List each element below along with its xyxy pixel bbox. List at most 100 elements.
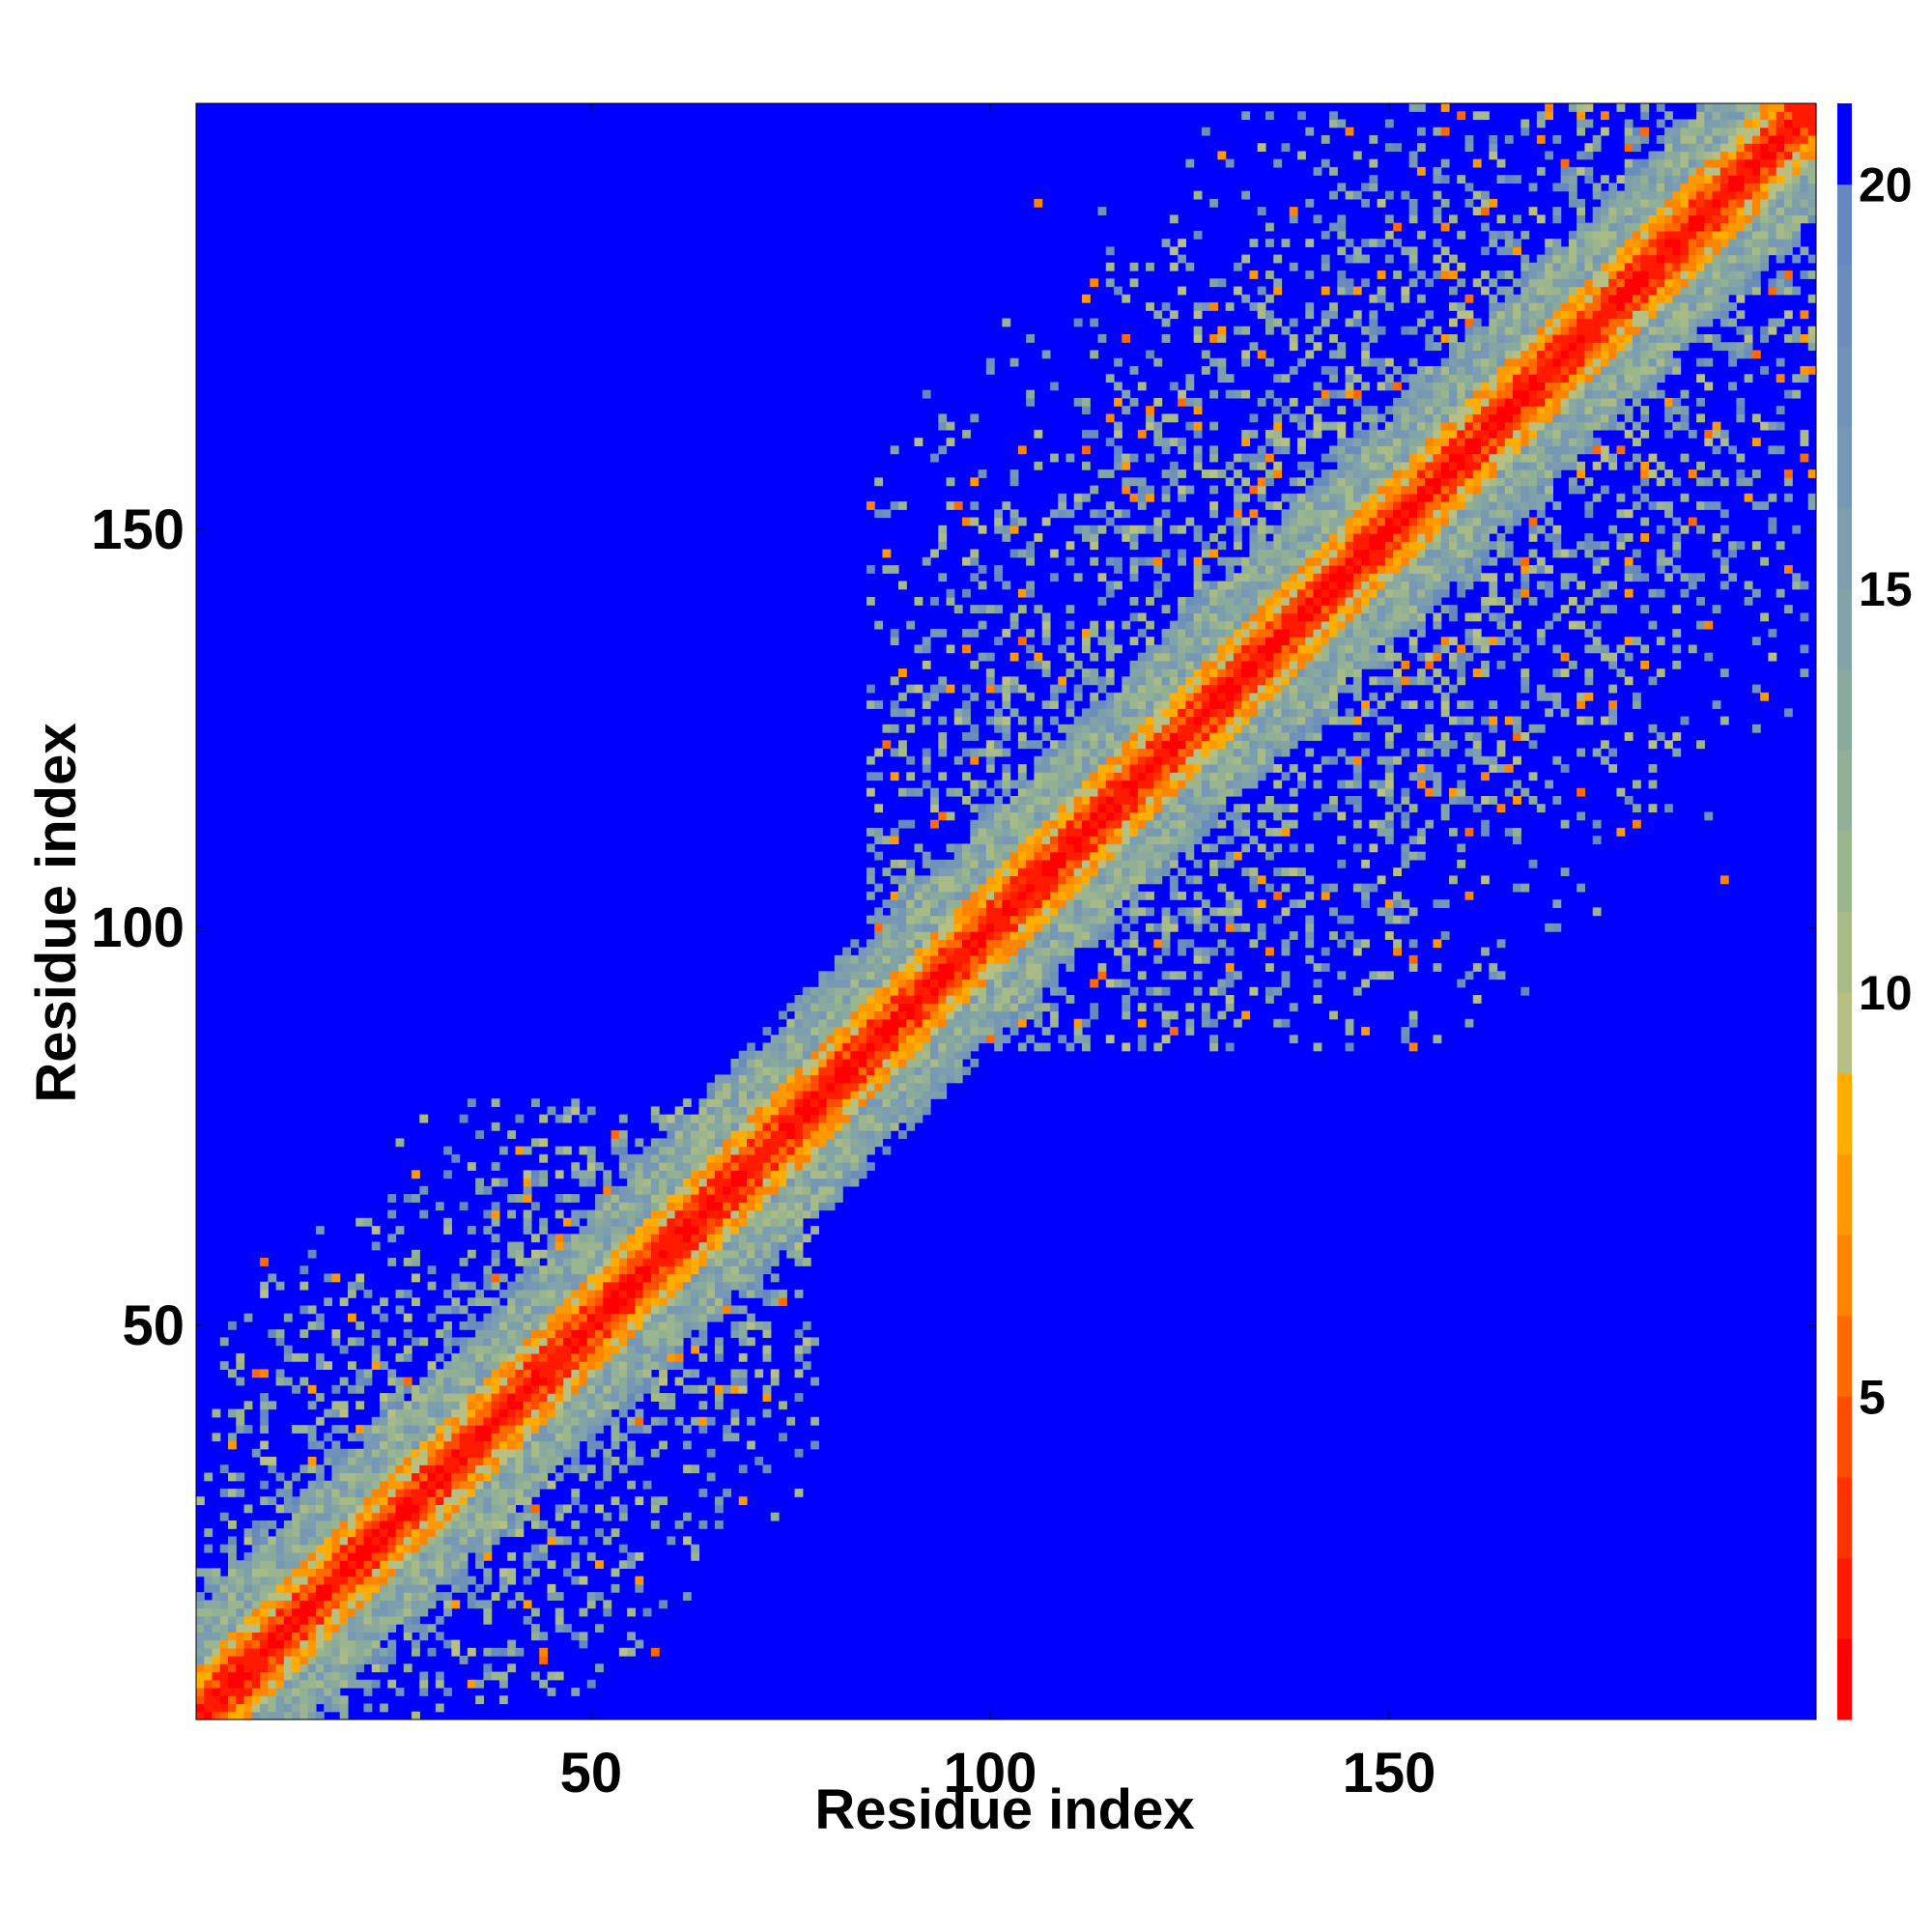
heatmap-cell xyxy=(603,1369,612,1378)
heatmap-cell xyxy=(897,1082,907,1092)
heatmap-cell xyxy=(738,1337,748,1347)
heatmap-cell xyxy=(1105,668,1115,677)
heatmap-cell xyxy=(985,357,995,367)
heatmap-cell xyxy=(1026,827,1036,837)
heatmap-cell xyxy=(459,1321,469,1330)
heatmap-cell xyxy=(268,1647,277,1657)
heatmap-cell xyxy=(1081,859,1091,868)
heatmap-cell xyxy=(579,1401,588,1410)
heatmap-cell xyxy=(723,1202,732,1211)
heatmap-cell xyxy=(962,628,971,638)
heatmap-cell xyxy=(467,1313,476,1322)
heatmap-cell xyxy=(627,1313,636,1322)
heatmap-cell xyxy=(922,780,931,789)
heatmap-cell xyxy=(331,1440,341,1450)
heatmap-cell xyxy=(530,1345,540,1354)
heatmap-cell xyxy=(802,1122,811,1131)
heatmap-cell xyxy=(897,668,907,677)
heatmap-cell xyxy=(714,1170,724,1179)
heatmap-cell xyxy=(331,1695,341,1705)
heatmap-cell xyxy=(698,1178,708,1187)
heatmap-cell xyxy=(331,1273,341,1283)
heatmap-cell xyxy=(970,954,980,964)
heatmap-cell xyxy=(874,1082,884,1092)
heatmap-cell xyxy=(380,1297,388,1307)
heatmap-cell xyxy=(667,1305,676,1315)
heatmap-cell xyxy=(275,1281,285,1291)
heatmap-cell xyxy=(483,1489,493,1497)
heatmap-cell xyxy=(1090,915,1099,924)
heatmap-cell xyxy=(930,628,939,638)
heatmap-cell xyxy=(1178,907,1186,917)
heatmap-cell xyxy=(691,1114,700,1123)
heatmap-cell xyxy=(723,1273,732,1283)
heatmap-cell xyxy=(419,1457,429,1465)
heatmap-cell xyxy=(858,1098,867,1108)
heatmap-cell xyxy=(1090,628,1099,638)
heatmap-cell xyxy=(627,1377,636,1386)
heatmap-cell xyxy=(706,1122,716,1131)
heatmap-cell xyxy=(858,1153,867,1163)
heatmap-cell xyxy=(970,915,980,924)
heatmap-cell xyxy=(554,1305,564,1315)
heatmap-cell xyxy=(443,1401,452,1410)
heatmap-cell xyxy=(1081,724,1091,733)
heatmap-cell xyxy=(435,1528,444,1538)
heatmap-cell xyxy=(650,1234,660,1243)
heatmap-cell xyxy=(1193,947,1203,956)
heatmap-cell xyxy=(1002,748,1011,757)
heatmap-cell xyxy=(579,1273,588,1283)
heatmap-cell xyxy=(794,1217,804,1227)
heatmap-cell xyxy=(1090,851,1099,861)
heatmap-cell xyxy=(260,1536,269,1546)
heatmap-cell xyxy=(483,1369,493,1378)
heatmap-cell xyxy=(1009,684,1019,694)
heatmap-cell xyxy=(523,1576,532,1585)
heatmap-cell xyxy=(818,1138,828,1148)
heatmap-cell xyxy=(1026,796,1036,805)
heatmap-cell xyxy=(794,1010,804,1020)
heatmap-cell xyxy=(1058,804,1067,813)
heatmap-cell xyxy=(667,1329,676,1339)
heatmap-cell xyxy=(347,1464,356,1474)
heatmap-cell xyxy=(970,947,980,956)
heatmap-cell xyxy=(523,1170,532,1179)
heatmap-cell xyxy=(507,1289,517,1298)
heatmap-cell xyxy=(994,517,1003,526)
heatmap-cell xyxy=(1002,811,1011,821)
heatmap-cell xyxy=(970,995,980,1004)
heatmap-cell xyxy=(953,915,963,924)
heatmap-cell xyxy=(523,1440,532,1450)
heatmap-cell xyxy=(483,1576,493,1585)
heatmap-cell xyxy=(491,1472,500,1482)
heatmap-cell xyxy=(491,1433,500,1442)
heatmap-cell xyxy=(762,1258,772,1266)
heatmap-cell xyxy=(1169,477,1179,487)
heatmap-cell xyxy=(818,1185,828,1195)
heatmap-cell xyxy=(515,1416,525,1426)
heatmap-cell xyxy=(339,1504,349,1514)
heatmap-cell xyxy=(930,915,939,924)
heatmap-cell xyxy=(842,1146,852,1155)
heatmap-cell xyxy=(260,1281,269,1291)
heatmap-cell xyxy=(874,954,884,964)
heatmap-cell xyxy=(882,1130,892,1139)
heatmap-cell xyxy=(770,1369,780,1378)
heatmap-cell xyxy=(818,995,828,1004)
heatmap-cell xyxy=(1041,637,1051,646)
heatmap-cell xyxy=(563,1194,572,1203)
heatmap-cell xyxy=(1185,517,1195,526)
heatmap-cell xyxy=(1185,668,1195,677)
heatmap-cell xyxy=(1122,485,1131,495)
heatmap-cell xyxy=(339,1607,349,1617)
heatmap-cell xyxy=(339,1656,349,1664)
heatmap-cell xyxy=(762,1050,772,1060)
heatmap-cell xyxy=(355,1576,365,1585)
heatmap-cell xyxy=(547,1688,556,1696)
heatmap-cell xyxy=(754,1074,764,1084)
heatmap-cell xyxy=(1122,533,1131,542)
heatmap-cell xyxy=(946,1035,955,1044)
heatmap-cell xyxy=(395,1472,405,1482)
heatmap-cell xyxy=(371,1448,381,1458)
heatmap-cell xyxy=(483,1544,493,1553)
